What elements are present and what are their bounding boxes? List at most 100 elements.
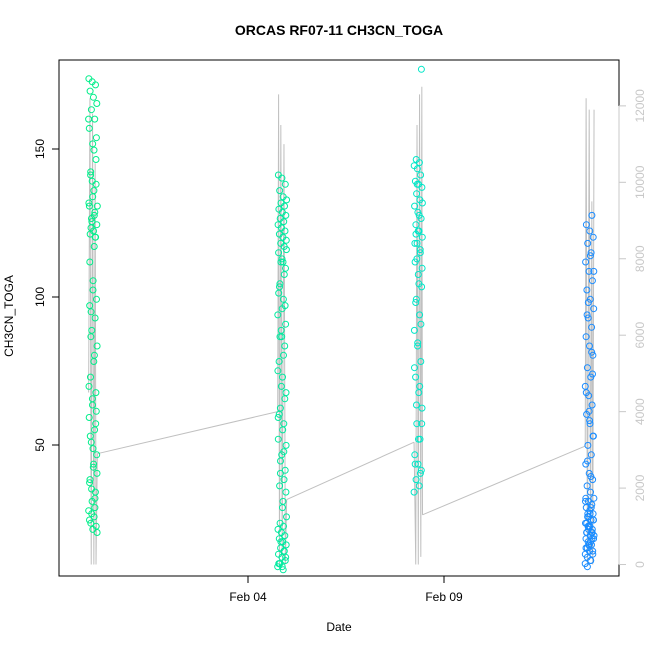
data-point [88, 395, 96, 403]
data-point [587, 473, 595, 480]
data-point [86, 258, 94, 266]
data-point [586, 522, 594, 530]
right-axis: 0 2000 4000 6000 8000 10000 12000 [618, 89, 647, 568]
data-point [415, 482, 423, 490]
right-tick-label: 12000 [633, 89, 647, 123]
data-point [589, 233, 597, 241]
data-point [275, 560, 283, 568]
data-point [282, 320, 290, 328]
data-point [277, 382, 285, 390]
data-point [582, 258, 590, 266]
data-point [282, 488, 290, 496]
data-point [275, 249, 283, 257]
data-point [86, 476, 94, 484]
data-point [585, 407, 593, 415]
data-point [92, 407, 100, 415]
data-point [86, 479, 94, 487]
data-point [276, 469, 284, 477]
data-point [413, 420, 421, 428]
data-point [90, 460, 98, 468]
data-point [282, 441, 290, 449]
data-point [85, 414, 93, 421]
data-point [587, 451, 595, 459]
data-point [276, 283, 283, 291]
data-point [274, 171, 282, 179]
x-axis-label: Date [326, 620, 352, 634]
data-point [588, 348, 596, 356]
data-point [92, 156, 100, 163]
data-point [585, 267, 593, 275]
data-point [586, 417, 594, 425]
data-point [87, 373, 94, 381]
data-point [89, 93, 97, 101]
data-point [584, 314, 592, 322]
data-point [414, 271, 422, 278]
data-point [279, 295, 287, 303]
data-point [411, 202, 419, 210]
data-point [85, 199, 93, 207]
data-point [412, 295, 420, 303]
data-point [587, 504, 595, 512]
data-point [278, 255, 286, 263]
data-point [89, 445, 97, 453]
data-point [92, 134, 100, 142]
data-point [276, 280, 284, 288]
data-point [282, 389, 290, 397]
data-point [582, 333, 590, 341]
data-point [413, 180, 421, 188]
data-point [587, 557, 595, 564]
data-point [93, 202, 101, 210]
data-point [410, 162, 418, 170]
data-point [588, 535, 596, 543]
data-point [88, 177, 96, 185]
data-point [416, 249, 424, 257]
data-point [283, 513, 290, 521]
data-point [412, 373, 420, 381]
data-point [583, 482, 591, 490]
data-points [85, 65, 598, 574]
data-point [581, 550, 589, 558]
data-point [90, 187, 98, 195]
data-point [583, 286, 591, 294]
right-tick-label: 6000 [633, 322, 647, 349]
data-point [280, 448, 288, 456]
data-point [85, 75, 93, 83]
data-point [280, 547, 288, 555]
data-point [91, 208, 99, 216]
data-point [92, 180, 100, 188]
data-point [585, 541, 593, 549]
data-point [86, 432, 94, 440]
altitude-connector [286, 441, 415, 501]
data-point [279, 193, 287, 201]
data-point [418, 199, 426, 207]
data-point [93, 221, 101, 229]
data-point [274, 414, 282, 421]
data-point [85, 382, 93, 390]
data-point [583, 311, 591, 319]
data-point [274, 435, 282, 443]
data-point [281, 180, 289, 188]
data-point [275, 358, 283, 365]
data-point [589, 516, 597, 524]
plot-frame [58, 59, 620, 577]
data-point [276, 519, 284, 527]
data-point [280, 476, 288, 484]
right-tick-label: 4000 [633, 398, 647, 425]
data-point [274, 311, 282, 319]
data-point [279, 426, 287, 434]
data-point [88, 218, 96, 226]
data-point [93, 295, 100, 303]
data-point [279, 504, 286, 512]
data-point [586, 342, 593, 350]
data-point [93, 451, 101, 459]
data-point [275, 205, 283, 213]
data-point [582, 494, 590, 502]
data-point [275, 550, 282, 558]
data-point [89, 463, 97, 471]
data-point [276, 404, 284, 412]
right-tick-label: 8000 [633, 245, 647, 272]
data-point [589, 432, 597, 440]
chart-title: ORCAS RF07-11 CH3CN_TOGA [235, 22, 443, 38]
data-point [90, 243, 98, 250]
